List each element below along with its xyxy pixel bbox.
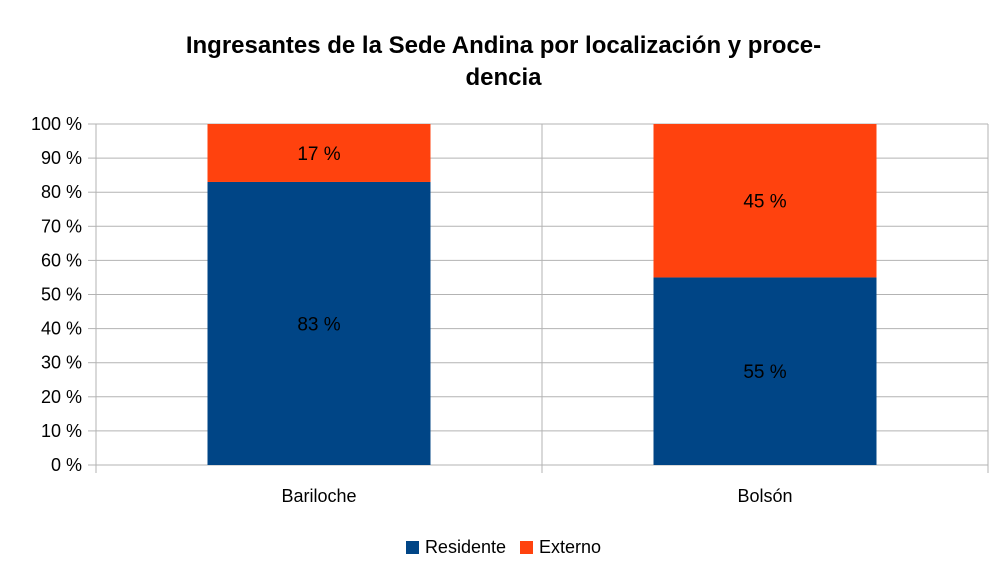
y-tick-label: 30 % — [41, 353, 82, 373]
x-tick-label: Bariloche — [281, 486, 356, 506]
stacked-bar-chart: 0 % 10 % 20 % 30 % 40 % 50 % 60 % 70 % 80 % 90 % 1… — [31, 114, 989, 506]
y-tick-label: 40 % — [41, 319, 82, 339]
legend-label-externo: Externo — [539, 537, 602, 557]
y-tick-label: 80 % — [41, 182, 82, 202]
bar-residente-1 — [653, 277, 877, 465]
legend-swatch-externo — [520, 541, 533, 554]
chart-title-line-1: Ingresantes de la Sede Andina por locali… — [185, 32, 822, 59]
y-tick-label: 100 % — [31, 114, 82, 134]
x-tick-label: Bolsón — [737, 486, 792, 506]
legend-swatch-residente — [405, 541, 419, 554]
data-label: 83 % — [297, 314, 340, 335]
data-label: 45 % — [743, 192, 786, 213]
y-tick-label: 70 % — [41, 216, 82, 236]
bar-externo-0 — [207, 124, 431, 182]
y-tick-label: 60 % — [41, 250, 82, 270]
chart-title-line-2: dencia — [465, 64, 542, 91]
legend-item-residente: Residente — [405, 537, 506, 558]
legend-item-externo: Externo — [520, 537, 601, 558]
data-label: 17 % — [297, 144, 340, 165]
y-tick-label: 0 % — [51, 455, 82, 475]
y-tick-label: 50 % — [41, 285, 82, 305]
bar-residente-0 — [207, 181, 431, 465]
y-tick-label: 10 % — [41, 421, 82, 441]
bar-externo-1 — [653, 124, 877, 278]
y-tick-label: 90 % — [41, 148, 82, 168]
legend-label-residente: Residente — [424, 537, 506, 557]
y-tick-label: 20 % — [41, 387, 82, 407]
data-label: 55 % — [743, 362, 786, 383]
chart-legend: Residente Externo — [0, 537, 1007, 558]
chart-title: Ingresantes de la Sede Andina por locali… — [0, 30, 1007, 94]
